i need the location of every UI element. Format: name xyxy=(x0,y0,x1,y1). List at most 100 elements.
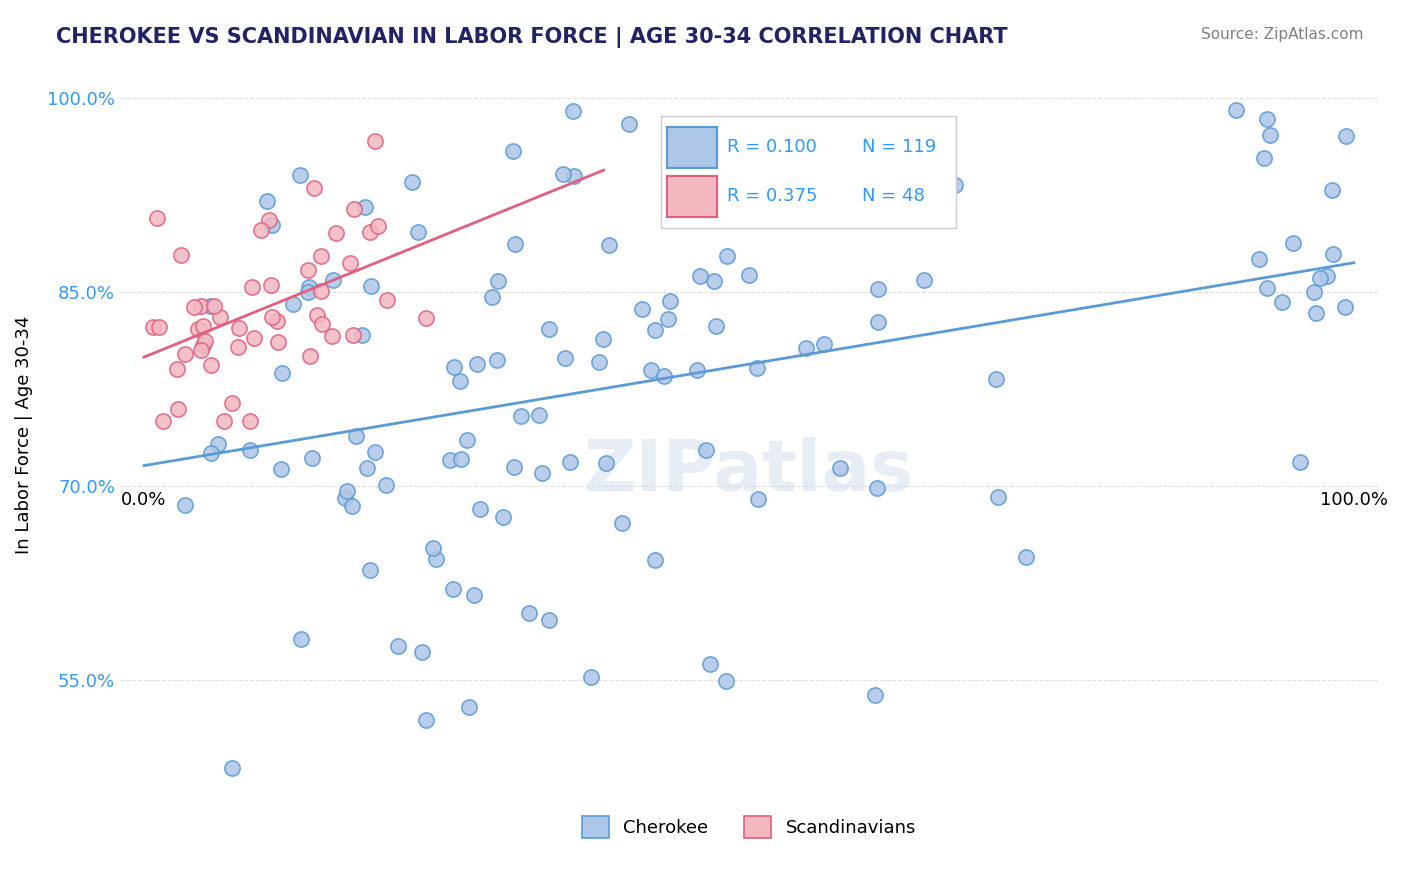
Cherokee xyxy=(503,236,526,251)
Scandinavians xyxy=(212,414,235,428)
Cherokee xyxy=(439,453,461,467)
Scandinavians xyxy=(183,300,205,314)
Scandinavians xyxy=(169,247,191,261)
Cherokee xyxy=(1256,112,1278,127)
Cherokee xyxy=(747,361,769,376)
Cherokee xyxy=(659,293,682,308)
Cherokee xyxy=(987,490,1010,504)
Cherokee xyxy=(884,161,907,175)
Cherokee xyxy=(813,337,835,351)
Cherokee xyxy=(657,311,679,326)
Cherokee xyxy=(239,443,262,458)
Cherokee xyxy=(945,178,967,192)
Scandinavians xyxy=(342,328,364,343)
Cherokee xyxy=(221,761,243,775)
Scandinavians xyxy=(209,310,232,325)
Cherokee xyxy=(200,299,222,313)
Cherokee xyxy=(561,103,583,118)
Cherokee xyxy=(558,455,581,469)
Cherokee xyxy=(270,462,292,476)
Scandinavians xyxy=(367,219,389,234)
Scandinavians xyxy=(343,202,366,217)
Cherokee xyxy=(449,374,471,388)
Cherokee xyxy=(1260,128,1282,143)
Cherokee xyxy=(200,446,222,460)
Cherokee xyxy=(290,632,312,646)
FancyBboxPatch shape xyxy=(666,176,717,217)
Cherokee xyxy=(699,657,721,671)
Cherokee xyxy=(519,606,541,620)
Cherokee xyxy=(503,460,526,475)
Cherokee xyxy=(617,117,640,131)
Cherokee xyxy=(866,315,889,329)
FancyBboxPatch shape xyxy=(661,116,956,228)
Cherokee xyxy=(529,408,551,422)
Cherokee xyxy=(458,700,481,714)
Cherokee xyxy=(1282,235,1305,250)
Cherokee xyxy=(704,319,727,334)
Cherokee xyxy=(592,332,614,346)
Cherokee xyxy=(335,491,357,506)
Scandinavians xyxy=(359,225,381,239)
Cherokee xyxy=(640,363,662,377)
Scandinavians xyxy=(307,309,329,323)
FancyBboxPatch shape xyxy=(666,127,717,169)
Scandinavians xyxy=(415,310,437,325)
Cherokee xyxy=(644,323,666,337)
Cherokee xyxy=(1334,300,1357,314)
Scandinavians xyxy=(325,226,347,240)
Cherokee xyxy=(738,268,761,282)
Cherokee xyxy=(686,363,709,377)
Scandinavians xyxy=(297,263,319,277)
Cherokee xyxy=(1289,455,1312,469)
Cherokee xyxy=(644,552,666,566)
Scandinavians xyxy=(243,331,266,345)
Scandinavians xyxy=(194,334,217,348)
Cherokee xyxy=(598,238,620,252)
Scandinavians xyxy=(221,396,243,410)
Cherokee xyxy=(631,302,654,317)
Scandinavians xyxy=(202,300,225,314)
Cherokee xyxy=(695,442,717,457)
Cherokee xyxy=(1015,550,1038,565)
Text: ZIPatlas: ZIPatlas xyxy=(583,437,914,507)
Cherokee xyxy=(271,366,294,380)
Scandinavians xyxy=(262,310,284,324)
Y-axis label: In Labor Force | Age 30-34: In Labor Force | Age 30-34 xyxy=(15,315,32,554)
Cherokee xyxy=(463,588,485,602)
Cherokee xyxy=(1305,306,1327,320)
Cherokee xyxy=(468,502,491,516)
Cherokee xyxy=(387,639,409,653)
Cherokee xyxy=(356,460,378,475)
Cherokee xyxy=(554,351,576,365)
Cherokee xyxy=(297,285,319,300)
Cherokee xyxy=(1309,271,1331,285)
Cherokee xyxy=(340,500,363,514)
Cherokee xyxy=(1334,129,1357,144)
Cherokee xyxy=(610,516,633,531)
Cherokee xyxy=(360,279,382,293)
Cherokee xyxy=(530,467,553,481)
Cherokee xyxy=(1271,295,1294,310)
Scandinavians xyxy=(311,318,333,332)
Scandinavians xyxy=(190,300,212,314)
Scandinavians xyxy=(311,284,333,298)
Scandinavians xyxy=(152,414,174,428)
Text: R = 0.100: R = 0.100 xyxy=(727,138,817,156)
Cherokee xyxy=(986,372,1008,386)
Cherokee xyxy=(298,280,321,294)
Cherokee xyxy=(553,167,575,181)
Cherokee xyxy=(288,168,311,182)
Cherokee xyxy=(465,357,488,371)
Cherokee xyxy=(703,274,725,288)
Cherokee xyxy=(1249,252,1271,266)
Text: R = 0.375: R = 0.375 xyxy=(727,187,818,205)
Scandinavians xyxy=(187,322,209,336)
Cherokee xyxy=(538,613,561,627)
Scandinavians xyxy=(166,401,188,416)
Cherokee xyxy=(595,456,617,470)
Cherokee xyxy=(828,461,851,475)
Cherokee xyxy=(281,297,304,311)
Cherokee xyxy=(865,482,887,496)
Cherokee xyxy=(456,433,478,447)
